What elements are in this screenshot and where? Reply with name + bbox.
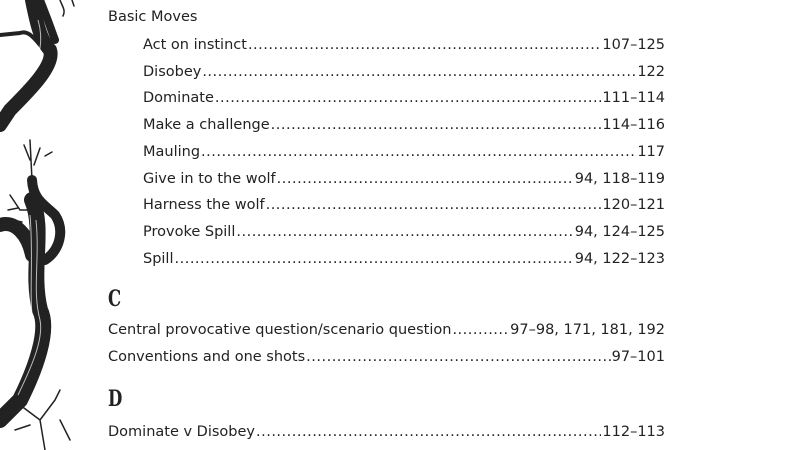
entry-label: Disobey	[143, 63, 202, 80]
section-letter-c: C	[108, 286, 122, 312]
dot-leader	[202, 63, 636, 81]
entry-label: Dominate	[143, 90, 214, 107]
tree-illustration	[0, 0, 75, 450]
index-entry: Act on instinct 107–125	[143, 36, 665, 54]
dot-leader	[201, 143, 636, 161]
entry-label: Spill	[143, 250, 174, 267]
entry-label: Dominate v Disobey	[108, 424, 255, 440]
entry-pages: 120–121	[602, 197, 665, 214]
dot-leader	[236, 223, 573, 241]
entry-label: Conventions and one shots	[108, 348, 306, 365]
entry-label: Give in to the wolf	[143, 170, 276, 187]
entry-pages: 94, 118–119	[574, 170, 665, 187]
dot-leader	[256, 423, 601, 441]
entry-pages: 112–113	[602, 424, 665, 440]
section-letter-d: D	[108, 386, 123, 412]
entry-pages: 114–116	[602, 117, 665, 134]
entry-pages: 94, 122–123	[574, 250, 665, 267]
entry-label: Make a challenge	[143, 117, 270, 134]
dot-leader	[248, 36, 601, 54]
index-entry: Dominate v Disobey 112–113	[108, 423, 665, 441]
index-entry: Central provocative question/scenario qu…	[108, 321, 665, 339]
index-entry: Disobey 122	[143, 63, 665, 81]
entry-label: Act on instinct	[143, 37, 247, 53]
entry-pages: 94, 124–125	[574, 223, 665, 240]
index-entry: Harness the wolf 120–121	[143, 196, 665, 214]
entry-label: Mauling	[143, 143, 201, 160]
dot-leader	[277, 170, 574, 188]
dot-leader	[215, 89, 602, 107]
index-entry: Mauling 117	[143, 143, 665, 161]
dot-leader	[175, 250, 574, 268]
index-entry: Give in to the wolf 94, 118–119	[143, 170, 665, 188]
index-entry: Make a challenge 114–116	[143, 116, 665, 134]
index-heading-basic-moves: Basic Moves	[108, 9, 198, 25]
entry-pages: 97–98, 171, 181, 192	[510, 322, 665, 338]
index-entry: Dominate 111–114	[143, 89, 665, 107]
entry-pages: 122	[637, 63, 665, 80]
index-entry: Spill 94, 122–123	[143, 250, 665, 268]
dot-leader	[271, 116, 602, 134]
dot-leader	[306, 348, 610, 366]
entry-label: Central provocative question/scenario qu…	[108, 322, 452, 338]
entry-label: Provoke Spill	[143, 223, 236, 240]
dot-leader	[266, 196, 602, 214]
entry-pages: 117	[637, 143, 665, 160]
entry-pages: 111–114	[602, 90, 665, 107]
entry-label: Harness the wolf	[143, 197, 265, 214]
entry-pages: 97–101	[611, 348, 665, 365]
dot-leader	[452, 321, 509, 339]
index-entry: Provoke Spill 94, 124–125	[143, 223, 665, 241]
entry-pages: 107–125	[602, 37, 665, 53]
index-entry: Conventions and one shots 97–101	[108, 348, 665, 366]
